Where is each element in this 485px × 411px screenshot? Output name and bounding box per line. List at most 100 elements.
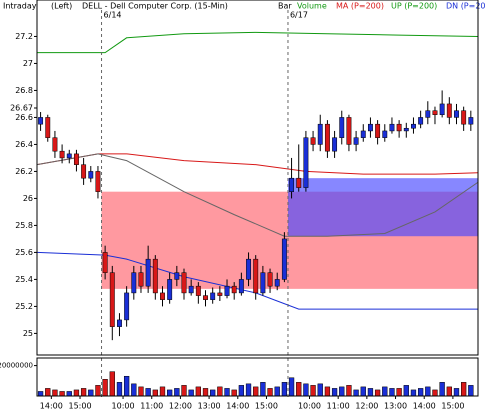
candle-body [432,110,438,115]
candle-body [253,258,259,294]
candle-body [81,164,87,179]
candle-body [231,285,237,294]
legend-entry: DN (P=200) [446,2,485,11]
volume-bar [396,388,402,397]
y-tick-label: 25 [23,329,33,338]
volume-bar [159,386,166,397]
y-tick-label: 26.4 [15,140,33,149]
volume-bar [188,389,194,397]
x-tick-label: 12:00 [355,402,378,411]
volume-bar [382,386,388,397]
candle-body [145,258,151,287]
volume-bar [296,382,302,397]
y-tick-label: 25.2 [15,302,33,311]
y-tick-label: 20000000 [0,362,33,370]
candle-body [38,117,44,125]
header-symbol: DELL - Dell Computer Corp. (15-Min) [82,2,228,11]
candle-body [274,279,280,287]
y-tick-label: 25.4 [15,275,33,284]
y-tick-label: 26.2 [15,167,33,176]
volume-bar [145,388,151,397]
volume-bar [374,389,381,397]
volume-bar [260,382,266,397]
volume-bar [116,382,123,397]
volume-bar [303,383,309,397]
volume-bar [231,389,237,397]
candle-body [382,130,388,138]
x-tick-label: 10:00 [298,402,321,411]
volume-bar [152,389,158,397]
legend-entry: UP (P=200) [391,2,437,11]
y-tick-label: 26.67 [10,103,33,112]
y-tick-label: 26.6 [15,113,33,122]
candle-body [389,123,395,132]
header-mode: Intraday [3,2,37,11]
x-tick-label: 14:00 [413,402,436,411]
volume-bar [281,382,288,397]
volume-bar [37,391,44,397]
y-tick-label: 27 [23,59,33,68]
y-tick-label: 26.8 [15,86,33,95]
candle-body [73,153,79,165]
volume-bar [403,385,409,397]
volume-bar [52,389,58,397]
volume-bar [417,388,424,397]
candle-body [461,110,467,125]
candle-body [52,137,58,152]
volume-bar [80,388,87,397]
candle-body [152,258,158,294]
candle-body [102,252,108,273]
y-tick-label: 26 [23,194,33,203]
x-tick-label: 10:00 [112,402,135,411]
indicator-line [36,153,479,175]
legend-entry: MA (P=200) [336,2,384,11]
x-tick-label: 11:00 [327,402,350,411]
volume-bar [310,385,316,397]
candle-body [238,279,244,294]
x-tick-label: 11:00 [140,402,163,411]
candle-body [289,177,295,192]
candle-body [418,117,424,125]
candle-body [124,292,130,321]
candle-body [425,110,431,118]
candle-body [317,123,323,145]
candle-body [332,137,338,152]
volume-bar [195,386,201,397]
volume-bar [59,391,65,397]
volume-bar [109,371,115,397]
volume-bar [353,389,359,397]
candle-body [59,150,65,159]
indicator-line [37,31,479,54]
zone [287,178,478,237]
volume-bar [224,388,230,397]
candle-body [174,272,180,280]
day-label: 6/17 [290,11,308,20]
volume-bar [88,389,94,397]
volume-bar [425,386,431,397]
candle-body [246,258,251,280]
candle-body [95,171,101,192]
candle-body [403,127,409,132]
x-tick-label: 15:00 [441,402,464,411]
x-tick-label: 14:00 [40,402,63,411]
candle-body [324,123,330,152]
volume-bar [360,386,366,397]
candle-body [160,292,165,300]
volume-bar [66,391,72,397]
volume-bar [274,386,280,397]
x-tick-label: 15:00 [68,402,91,411]
legend-volume: Volume [297,2,327,11]
volume-bar [432,389,438,397]
candle-body [303,137,309,188]
volume-bar [339,386,345,397]
volume-bar [73,389,80,397]
volume-bar [102,379,108,397]
candle-body [310,137,316,145]
volume-bar [461,382,467,397]
candle-body [203,295,208,300]
candle-body [281,238,287,280]
volume-bar [439,382,445,397]
volume-bar [288,377,295,397]
volume-bar [468,385,474,397]
candle-body [411,123,416,129]
